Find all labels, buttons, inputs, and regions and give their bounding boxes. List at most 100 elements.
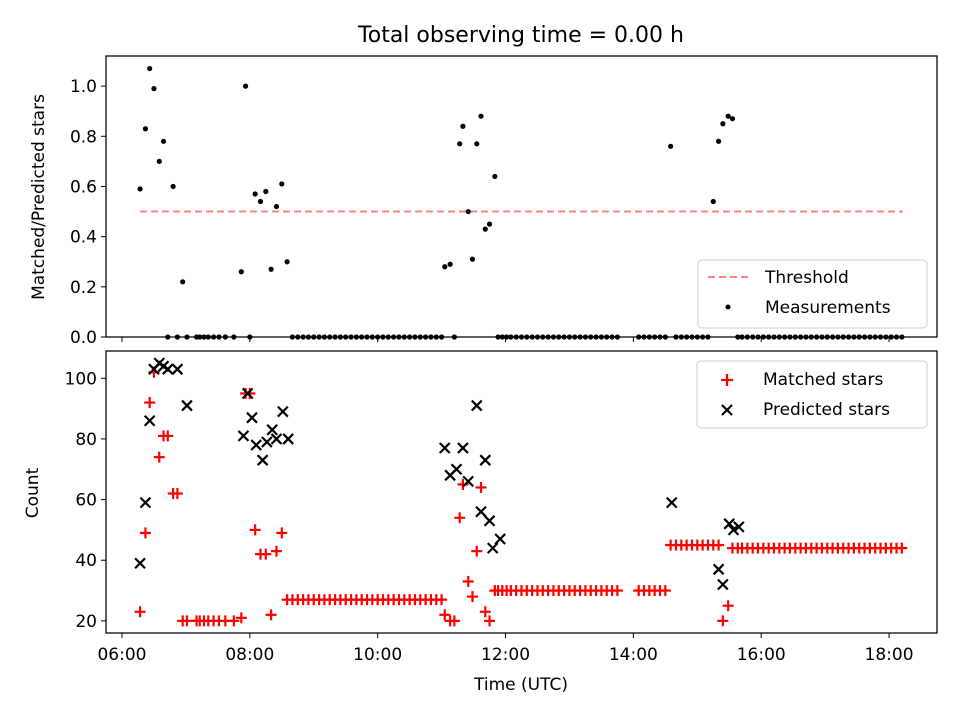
matched-star-point [265,609,277,621]
predicted-star-point [727,524,740,536]
measurement-point [279,181,285,187]
predicted-star-point [475,505,487,518]
predicted-star-point [462,475,475,488]
measurement-point [486,221,493,227]
measurement-point [284,259,290,265]
predicted-star-point [479,454,492,466]
predicted-star-point [494,533,506,545]
matched-star-point [144,397,156,409]
predicted-star-point [241,387,254,400]
x-tick-label: 12:00 [481,645,530,665]
predicted-star-point [250,439,262,451]
measurement-point [668,143,674,149]
matched-star-point [228,615,240,627]
bottom-y-tick-label: 20 [75,612,97,632]
predicted-star-point [171,363,184,375]
x-tick-label: 18:00 [865,645,914,665]
matched-star-point [471,545,483,557]
matched-star-point [448,615,460,627]
predicted-star-point [261,436,273,448]
matched-star-point [260,548,272,560]
figure-title: Total observing time = 0.00 h [357,23,684,48]
matched-star-point [153,451,165,463]
top-legend: Threshold Measurements [697,259,928,329]
measurement-point [465,208,471,215]
matched-star-point [713,539,725,551]
matched-star-point [276,527,288,539]
predicted-star-point [470,399,483,412]
x-tick-label: 08:00 [225,645,274,665]
top-y-axis-label: Matched/Predicted stars [29,94,49,300]
matched-star-point [139,527,151,539]
bottom-panel-frame [105,350,938,634]
matched-star-point [181,615,193,627]
top-y-tick-label: 1.0 [70,77,97,97]
bottom-y-tick-label: 60 [75,491,97,511]
matched-star-point [475,481,487,493]
matched-star-point [171,488,183,500]
measurement-point [263,188,269,195]
bottom-y-tick-label: 80 [75,430,97,450]
measurement-point [725,113,731,119]
matched-star-point [249,524,261,536]
predicted-star-point [266,424,278,436]
measurement-point [142,126,149,132]
matched-star-point [439,609,451,621]
measurement-point [492,173,498,180]
top-y-tick-label: 0.0 [70,328,97,348]
x-axis-label: Time (UTC) [473,675,568,695]
x-tick-label: 14:00 [609,645,658,665]
predicted-star-point [162,363,174,375]
measurement-point [460,123,466,129]
matched-star-point [659,585,671,597]
top-panel-frame [105,55,938,338]
predicted-star-point [450,463,463,476]
predicted-star-point [256,454,269,466]
matched-star-point [722,600,734,612]
matched-star-point [270,545,282,557]
measurement-point [469,256,476,262]
matched-star-point [462,575,474,587]
measurement-point [442,264,448,270]
measurement-point [715,138,722,144]
matched-star-point [717,615,729,627]
matched-star-point [235,612,247,624]
bottom-y-tick-label: 40 [75,551,97,571]
matched-star-point [134,606,146,618]
measurement-point [729,116,736,122]
predicted-star-point [277,405,289,418]
measurement-point [257,198,264,205]
measurement-point [137,186,143,192]
matched-star-point [484,615,496,627]
predicted-star-point [483,515,496,527]
measurement-point [147,65,153,72]
measurement-point [474,141,480,147]
x-tick-label: 10:00 [353,645,402,665]
legend-measurements-label: Measurements [765,298,891,318]
top-panel: 0.0 0.2 0.4 0.6 0.8 1.0 Matched/Predicted sta… [29,55,938,348]
predicted-star-point [665,496,678,509]
measurement-point [268,266,274,272]
measurement-point [478,113,484,119]
bottom-y-tick-label: 100 [65,369,97,389]
bottom-legend-box [696,360,928,429]
predicted-star-point [733,521,745,533]
measurement-point [482,226,488,232]
predicted-star-point [723,518,736,530]
predicted-star-point [270,433,283,445]
matched-star-point [436,594,448,606]
legend-predicted-swatch [721,404,733,416]
measurement-point [156,158,162,164]
measurement-point [720,121,726,127]
matched-star-point [454,512,466,524]
legend-predicted-label: Predicted stars [763,400,890,420]
measurement-point [252,191,258,197]
top-legend-box [697,259,928,329]
x-tick-label: 16:00 [737,645,786,665]
predicted-star-point [486,542,499,554]
top-y-tick-label: 0.6 [70,177,97,197]
measurement-point [170,183,176,190]
matched-star-point [896,542,908,554]
measurement-point [710,198,716,205]
